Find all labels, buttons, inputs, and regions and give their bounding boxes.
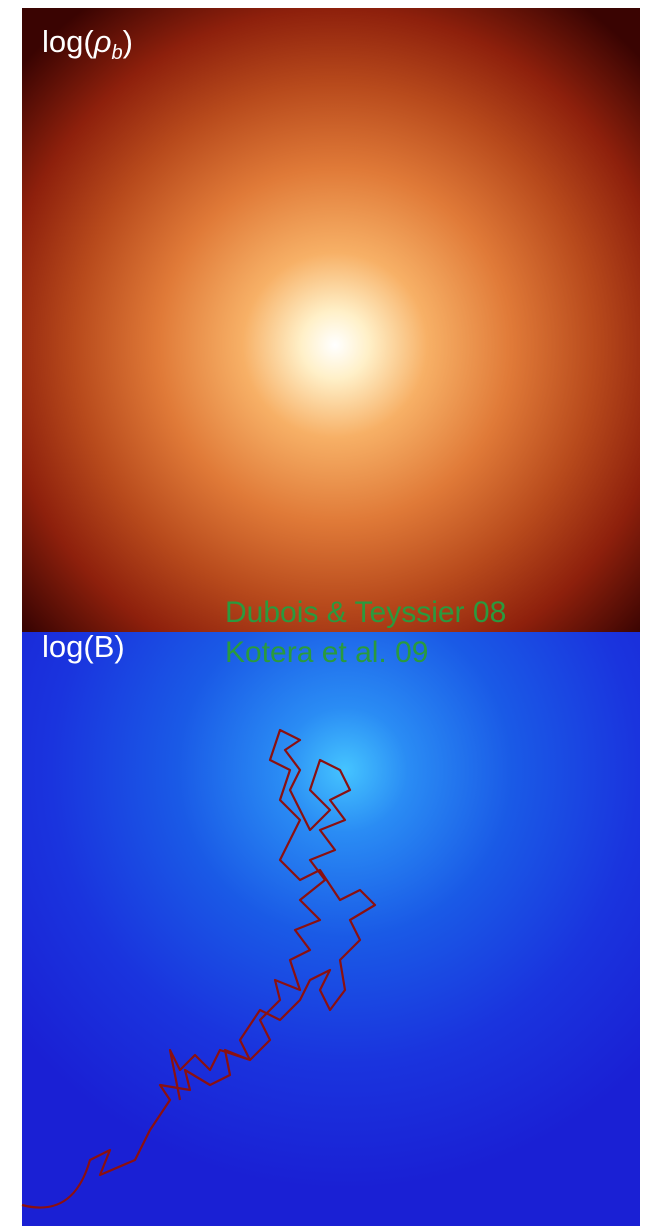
- figure: log(ρb) log(B) Dubois & Teyssier 08 Kote…: [0, 0, 653, 1231]
- magnetic-field-map: [22, 632, 640, 1226]
- density-map: [22, 8, 640, 632]
- figure-canvas: log(ρb) log(B) Dubois & Teyssier 08 Kote…: [0, 0, 653, 1231]
- field-label: log(B): [42, 629, 125, 664]
- credit: Dubois & Teyssier 08: [225, 596, 506, 629]
- credit: Kotera et al. 09: [225, 636, 428, 669]
